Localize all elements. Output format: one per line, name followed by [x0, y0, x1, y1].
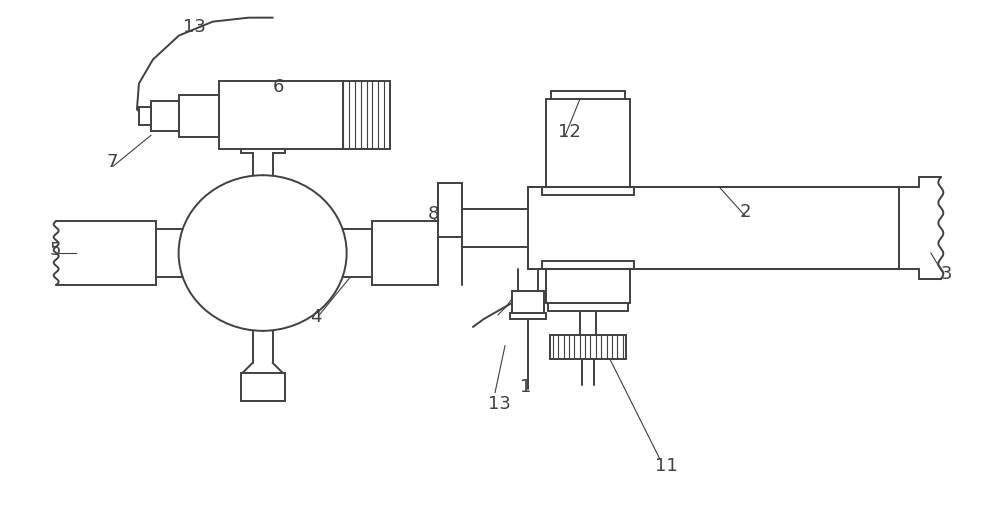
Bar [241, 373, 285, 401]
Text: 6: 6 [273, 79, 284, 97]
Bar [156, 229, 186, 277]
Text: 7: 7 [106, 153, 118, 171]
Text: 11: 11 [655, 457, 677, 475]
Bar [528, 187, 899, 269]
Bar [151, 101, 179, 131]
Text: 1: 1 [520, 378, 531, 396]
Bar [139, 107, 151, 125]
Text: 2: 2 [739, 203, 751, 221]
Bar [512, 291, 544, 313]
Bar [438, 183, 462, 237]
Bar [342, 229, 372, 277]
Text: 3: 3 [941, 265, 952, 283]
Text: 8: 8 [428, 205, 440, 223]
Bar [219, 81, 343, 149]
Bar [179, 96, 219, 138]
Text: 12: 12 [558, 123, 581, 141]
Text: 13: 13 [183, 18, 206, 36]
Text: 13: 13 [488, 395, 511, 413]
Text: 5: 5 [49, 241, 61, 259]
Ellipse shape [179, 175, 347, 331]
Text: 4: 4 [310, 308, 322, 326]
